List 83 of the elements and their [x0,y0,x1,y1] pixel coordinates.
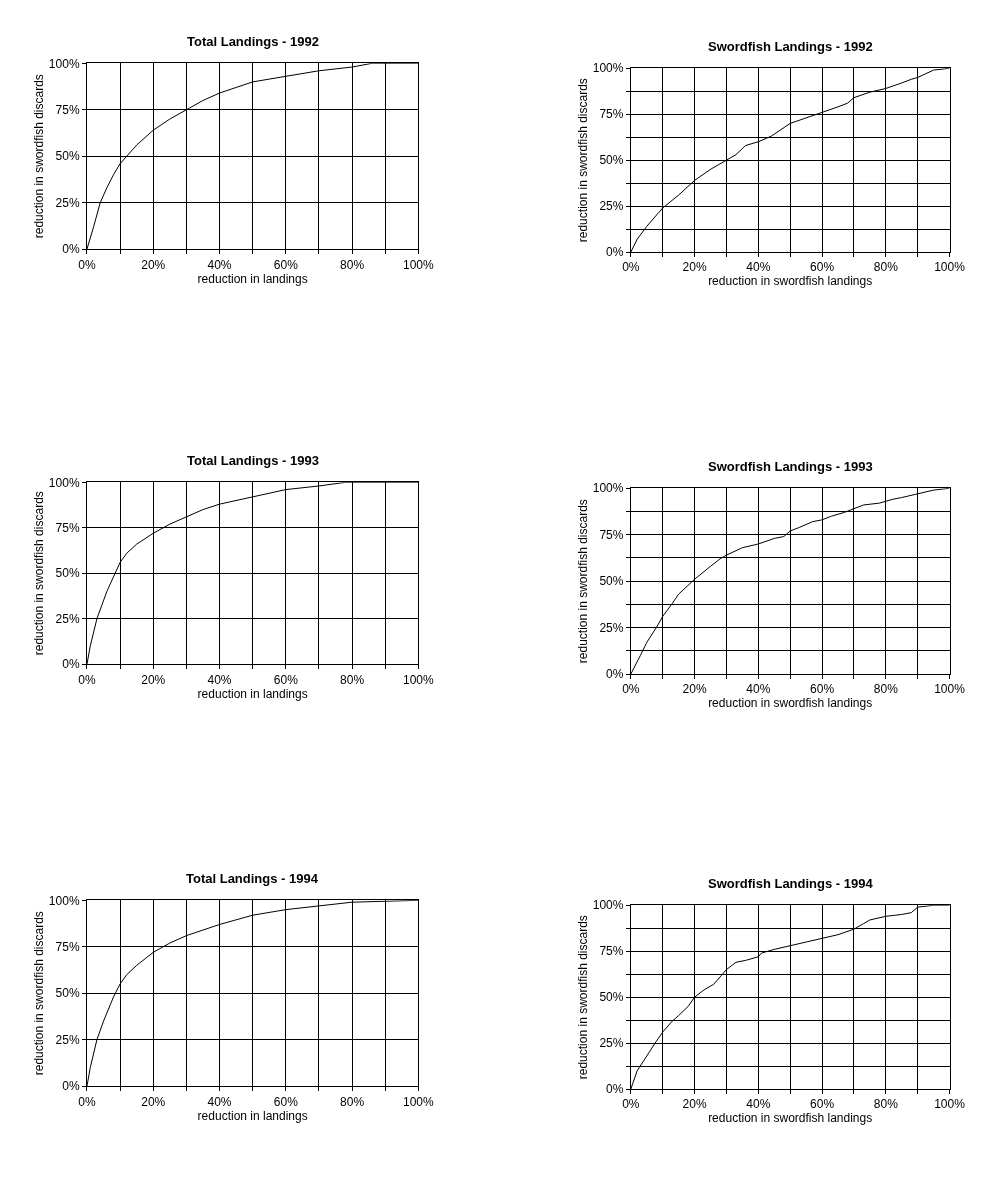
x-tick-label: 100% [934,260,966,275]
x-tick-label: 60% [810,1097,835,1112]
x-tick-label: 40% [746,1097,771,1112]
x-tick-label: 60% [810,682,835,697]
y-tick-label: 50% [55,149,80,164]
y-tick-label: 25% [599,1036,624,1051]
x-tick-label: 100% [934,682,966,697]
x-tick-label: 20% [682,260,707,275]
y-tick-label: 25% [55,1032,80,1047]
y-tick-label: 75% [599,527,624,542]
chart-title: Swordfish Landings - 1994 [708,876,874,891]
chart-title: Total Landings - 1993 [187,453,319,468]
x-tick-label: 40% [746,682,771,697]
y-tick-label: 50% [55,986,80,1001]
y-tick-label: 75% [599,944,624,959]
x-axis-title: reduction in landings [197,1108,308,1123]
x-tick-label: 0% [78,1094,96,1109]
x-tick-label: 0% [622,682,640,697]
x-tick-label: 100% [403,672,435,687]
chart-title: Swordfish Landings - 1992 [708,39,873,54]
x-tick-label: 60% [273,257,299,272]
x-tick-label: 0% [622,1097,640,1112]
y-tick-label: 100% [592,61,624,76]
x-tick-label: 20% [141,257,166,272]
chart-title: Total Landings - 1994 [186,871,319,886]
x-tick-label: 100% [403,257,435,272]
x-tick-label: 80% [873,260,899,275]
y-tick-label: 50% [55,566,80,581]
y-tick-label: 50% [599,990,624,1005]
y-tick-label: 75% [55,102,80,117]
y-tick-label: 25% [599,199,624,214]
x-tick-label: 80% [340,257,365,272]
x-tick-label: 80% [340,672,365,687]
y-tick-label: 75% [55,520,80,535]
x-tick-label: 20% [141,672,166,687]
y-tick-label: 100% [592,898,624,913]
y-axis-title: reduction in swordfish discards [32,911,47,1076]
y-tick-label: 100% [48,475,80,490]
y-tick-label: 50% [599,574,624,589]
x-tick-label: 40% [207,257,232,272]
x-axis-title: reduction in landings [197,271,308,286]
x-axis-title: reduction in swordfish landings [708,696,873,711]
y-tick-label: 0% [606,245,624,260]
x-tick-label: 20% [141,1094,166,1109]
y-axis-title: reduction in swordfish discards [32,491,47,656]
x-tick-label: 40% [207,672,232,687]
x-tick-label: 0% [78,672,96,687]
x-tick-label: 20% [682,682,707,697]
x-tick-label: 80% [340,1094,365,1109]
y-tick-label: 25% [55,611,80,626]
chart-title: Swordfish Landings - 1993 [708,459,873,474]
y-axis-title: reduction in swordfish discards [32,74,47,239]
x-tick-label: 100% [403,1094,435,1109]
x-tick-label: 60% [273,672,299,687]
x-axis-title: reduction in swordfish landings [708,274,873,289]
y-tick-label: 0% [62,1079,80,1094]
y-tick-label: 75% [55,939,80,954]
x-tick-label: 40% [207,1094,232,1109]
y-tick-label: 100% [592,481,624,496]
y-tick-label: 75% [599,107,624,122]
x-tick-label: 60% [810,260,835,275]
y-tick-label: 25% [599,620,624,635]
y-tick-label: 0% [606,1082,624,1097]
y-tick-label: 100% [48,56,80,71]
chart-title: Total Landings - 1992 [187,34,319,49]
x-tick-label: 60% [273,1094,299,1109]
x-tick-label: 40% [746,260,771,275]
y-tick-label: 0% [62,242,80,257]
y-axis-title: reduction in swordfish discards [576,499,591,664]
x-tick-label: 0% [622,260,640,275]
y-axis-title: reduction in swordfish discards [576,915,591,1080]
x-tick-label: 100% [934,1097,966,1112]
x-tick-label: 20% [682,1097,707,1112]
x-tick-label: 80% [873,682,899,697]
y-tick-label: 0% [62,657,80,672]
y-tick-label: 25% [55,195,80,210]
x-tick-label: 80% [873,1097,899,1112]
y-tick-label: 50% [599,153,624,168]
x-axis-title: reduction in swordfish landings [708,1111,873,1126]
x-tick-label: 0% [78,257,96,272]
y-axis-title: reduction in swordfish discards [576,78,591,243]
y-tick-label: 100% [48,893,80,908]
x-axis-title: reduction in landings [197,686,308,701]
